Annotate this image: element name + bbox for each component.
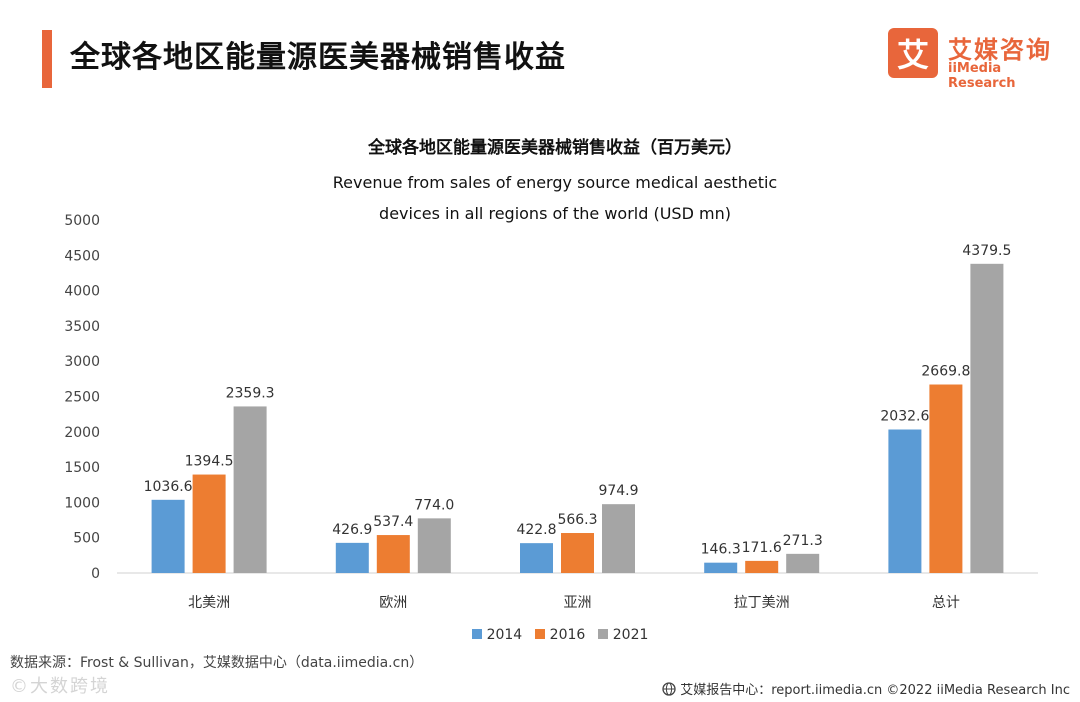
iimedia-logo[interactable]: 艾 艾媒咨询 iiMedia Research [888,28,1068,91]
bar-2021-2 [602,504,635,573]
data-label-2016-3: 171.6 [742,540,782,556]
y-tick-label: 2500 [64,390,100,406]
footer-report-text: 艾媒报告中心：report.iimedia.cn ©2022 iiMedia R… [680,683,1070,698]
chart-subtitle-line-2: devices in all regions of the world (USD… [379,204,731,223]
bar-2014-3 [704,562,738,573]
watermark: ©大数跨境 [10,676,110,697]
bar-2014-4 [888,429,922,573]
legend-label-2021: 2021 [612,627,649,643]
x-tick-label: 亚洲 [564,595,592,611]
globe-icon [662,681,676,696]
data-label-2014-2: 422.8 [516,522,556,538]
data-label-2014-3: 146.3 [701,542,741,558]
data-label-2016-0: 1394.5 [185,454,234,470]
page-title: 全球各地区能量源医美器械销售收益 [70,40,566,75]
x-tick-label: 总计 [932,595,960,611]
title-accent-bar [42,30,52,88]
data-label-2016-4: 2669.8 [921,364,970,380]
legend-item-2021: 2021 [597,627,649,643]
y-tick-label: 3500 [64,319,100,335]
y-tick-label: 4000 [64,284,100,300]
y-tick-label: 5000 [64,213,100,229]
legend-label-2014: 2014 [486,627,523,643]
footer-report[interactable]: 艾媒报告中心：report.iimedia.cn ©2022 iiMedia R… [662,679,1070,698]
bar-2014-2 [520,543,553,573]
bar-2021-3 [786,553,820,573]
bar-2021-4 [970,263,1004,573]
data-label-2021-4: 4379.5 [962,243,1011,259]
legend-swatch-2014 [471,629,482,639]
y-tick-label: 1500 [64,460,100,476]
data-label-2014-1: 426.9 [332,522,372,538]
data-source: 数据来源：Frost & Sullivan，艾媒数据中心（data.iimedi… [10,655,424,671]
bar-2021-0 [233,406,267,573]
y-tick-label: 500 [73,531,100,547]
y-tick-label: 4500 [64,248,100,264]
y-tick-label: 2000 [64,425,100,441]
data-label-2016-1: 537.4 [373,514,413,530]
y-tick-label: 0 [91,566,100,582]
chart-subtitle: Revenue from sales of energy source medi… [0,167,1080,229]
bar-2016-1 [376,535,410,573]
y-tick-label: 3000 [64,354,100,370]
bar-2016-2 [561,533,594,573]
chart-subtitle-line-1: Revenue from sales of energy source medi… [332,173,778,192]
legend-label-2016: 2016 [549,627,586,643]
data-label-2021-1: 774.0 [414,497,454,513]
data-label-2021-0: 2359.3 [226,385,275,401]
legend-swatch-2016 [534,629,545,639]
logo-name-cn: 艾媒咨询 [948,36,1052,64]
legend-item-2016: 2016 [534,627,586,643]
x-tick-label: 欧洲 [379,595,407,611]
chart-legend: 2014 2016 2021 [0,627,1080,643]
data-label-2014-4: 2032.6 [880,408,929,424]
bar-2014-0 [151,499,185,573]
y-tick-label: 1000 [64,495,100,511]
data-label-2021-2: 974.9 [598,483,638,499]
bar-2016-3 [745,560,779,573]
bar-2021-1 [417,518,451,573]
chart-title: 全球各地区能量源医美器械销售收益（百万美元） [368,138,742,158]
data-label-2021-3: 271.3 [783,533,823,549]
legend-swatch-2021 [597,629,608,639]
data-label-2014-0: 1036.6 [144,479,193,495]
x-tick-label: 北美洲 [188,595,230,611]
bar-2014-1 [335,542,369,573]
logo-name-en: iiMedia Research [948,61,1016,91]
bar-2016-4 [929,384,963,573]
bar-2016-0 [192,474,226,573]
iimedia-logo-icon: 艾 [888,28,938,78]
legend-item-2014: 2014 [471,627,523,643]
x-tick-label: 拉丁美洲 [734,595,790,611]
data-label-2016-2: 566.3 [557,512,597,528]
